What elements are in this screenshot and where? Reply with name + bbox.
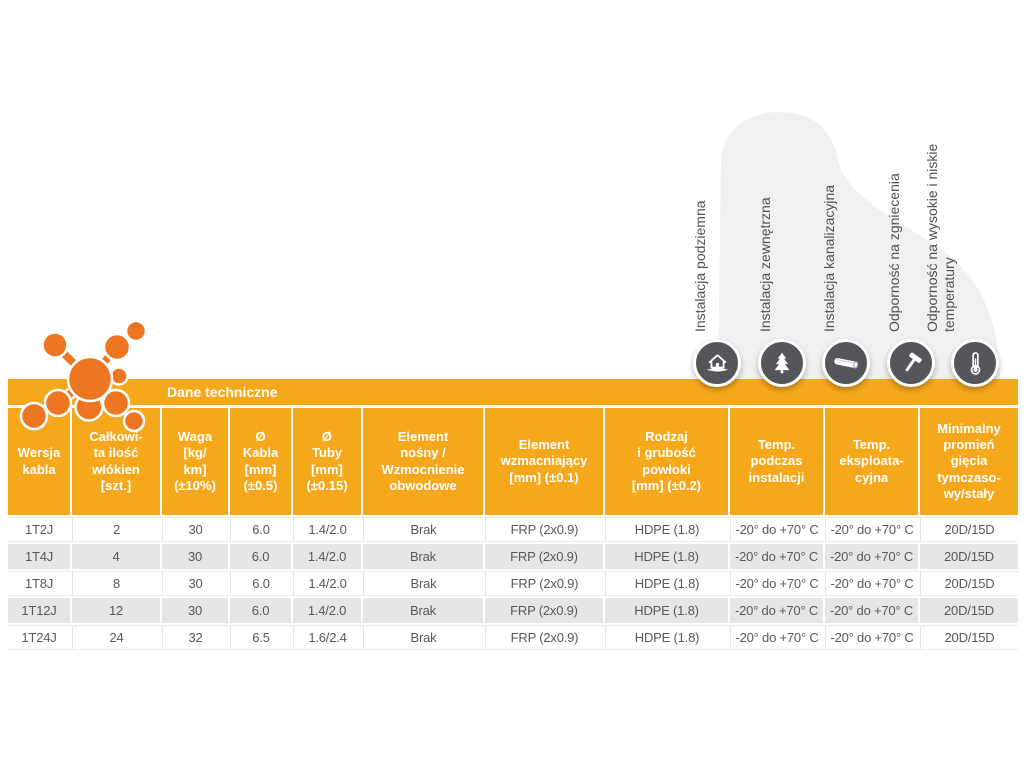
column-header: Minimalny promień gięcia tymczaso- wy/st… — [920, 408, 1018, 515]
table-cell: 4 — [72, 544, 160, 569]
table-cell: -20° do +70° C — [730, 518, 823, 541]
table-title-bar: Dane techniczne — [8, 379, 1018, 405]
table-cell: FRP (2x0.9) — [485, 544, 603, 569]
table-cell: FRP (2x0.9) — [485, 518, 603, 541]
table-cell: 1T4J — [8, 544, 70, 569]
feature-label: Odporność na wysokie i niskie temperatur… — [924, 143, 957, 332]
table-cell: Brak — [363, 626, 483, 649]
table-cell: FRP (2x0.9) — [485, 598, 603, 623]
column-header: Całkowi- ta ilość włókien [szt.] — [72, 408, 160, 515]
table-cell: -20° do +70° C — [825, 518, 918, 541]
column-header: Ø Kabla [mm] (±0.5) — [230, 408, 291, 515]
table-row: 1T2J 2 30 6.0 1.4/2.0 Brak FRP (2x0.9) HDPE (1.… — [8, 517, 1018, 542]
table-cell: 20D/15D — [920, 626, 1018, 649]
table-cell: 1.4/2.0 — [293, 518, 361, 541]
table-cell: Brak — [363, 518, 483, 541]
table-cell: 20D/15D — [920, 518, 1018, 541]
table-header-row: Wersja kabla Całkowi- ta ilość włókien [s… — [8, 408, 1018, 515]
table-cell: 30 — [162, 544, 228, 569]
column-header: Temp. eksploata- cyjna — [825, 408, 918, 515]
column-header: Element nośny / Wzmocnienie obwodowe — [363, 408, 483, 515]
table-cell: 8 — [72, 572, 160, 595]
column-header: Ø Tuby [mm] (±0.15) — [293, 408, 361, 515]
table-cell: 6.5 — [230, 626, 291, 649]
table-cell: 1.4/2.0 — [293, 544, 361, 569]
table-cell: -20° do +70° C — [730, 544, 823, 569]
column-header: Wersja kabla — [8, 408, 70, 515]
feature-label: Instalacja zewnętrzna — [757, 197, 773, 332]
table-cell: 6.0 — [230, 544, 291, 569]
table-cell: 1T2J — [8, 518, 70, 541]
table-cell: -20° do +70° C — [825, 544, 918, 569]
table-cell: 1T24J — [8, 626, 70, 649]
table-cell: FRP (2x0.9) — [485, 626, 603, 649]
feature-label: Instalacja podziemna — [692, 200, 708, 332]
feature-label: Instalacja kanalizacyjna — [821, 184, 837, 332]
table-cell: 6.0 — [230, 518, 291, 541]
table-cell: HDPE (1.8) — [605, 518, 728, 541]
table-cell: 32 — [162, 626, 228, 649]
table-row: 1T24J 24 32 6.5 1.6/2.4 Brak FRP (2x0.9) HDPE (… — [8, 625, 1018, 650]
thermometer-icon — [951, 339, 999, 387]
table-cell: 1.6/2.4 — [293, 626, 361, 649]
table-cell: Brak — [363, 544, 483, 569]
table-row: 1T8J 8 30 6.0 1.4/2.0 Brak FRP (2x0.9) HDPE (1.… — [8, 571, 1018, 596]
table-cell: HDPE (1.8) — [605, 544, 728, 569]
table-cell: 6.0 — [230, 572, 291, 595]
table-cell: HDPE (1.8) — [605, 626, 728, 649]
table-cell: 30 — [162, 572, 228, 595]
table-cell: HDPE (1.8) — [605, 598, 728, 623]
column-header: Element wzmacniający [mm] (±0.1) — [485, 408, 603, 515]
technical-data-table: Dane techniczne Wersja kabla Całkowi- ta … — [8, 379, 1018, 650]
table-cell: HDPE (1.8) — [605, 572, 728, 595]
table-cell: 12 — [72, 598, 160, 623]
table-cell: 20D/15D — [920, 572, 1018, 595]
table-cell: 1T8J — [8, 572, 70, 595]
table-cell: Brak — [363, 598, 483, 623]
table-cell: -20° do +70° C — [825, 598, 918, 623]
table-cell: -20° do +70° C — [825, 626, 918, 649]
hammer-icon — [887, 339, 935, 387]
table-cell: -20° do +70° C — [730, 572, 823, 595]
table-body: 1T2J 2 30 6.0 1.4/2.0 Brak FRP (2x0.9) HDPE (1.… — [8, 517, 1018, 650]
table-cell: 1.4/2.0 — [293, 572, 361, 595]
table-title: Dane techniczne — [167, 384, 278, 400]
table-cell: 2 — [72, 518, 160, 541]
table-cell: Brak — [363, 572, 483, 595]
table-cell: -20° do +70° C — [730, 598, 823, 623]
table-cell: FRP (2x0.9) — [485, 572, 603, 595]
column-header: Temp. podczas instalacji — [730, 408, 823, 515]
table-cell: -20° do +70° C — [730, 626, 823, 649]
column-header: Rodzaj i grubość powłoki [mm] (±0.2) — [605, 408, 728, 515]
table-cell: 20D/15D — [920, 544, 1018, 569]
table-cell: -20° do +70° C — [825, 572, 918, 595]
table-cell: 24 — [72, 626, 160, 649]
table-cell: 1T12J — [8, 598, 70, 623]
table-cell: 30 — [162, 598, 228, 623]
house-underground-icon — [693, 339, 741, 387]
table-row: 1T4J 4 30 6.0 1.4/2.0 Brak FRP (2x0.9) HDPE (1.… — [8, 544, 1018, 569]
table-row: 1T12J 12 30 6.0 1.4/2.0 Brak FRP (2x0.9) HDPE (… — [8, 598, 1018, 623]
table-cell: 6.0 — [230, 598, 291, 623]
feature-label: Odporność na zgniecenia — [886, 173, 902, 332]
column-header: Waga [kg/ km] (±10%) — [162, 408, 228, 515]
table-cell: 20D/15D — [920, 598, 1018, 623]
table-cell: 30 — [162, 518, 228, 541]
pine-tree-icon — [758, 339, 806, 387]
duct-pipe-icon — [822, 339, 870, 387]
table-cell: 1.4/2.0 — [293, 598, 361, 623]
